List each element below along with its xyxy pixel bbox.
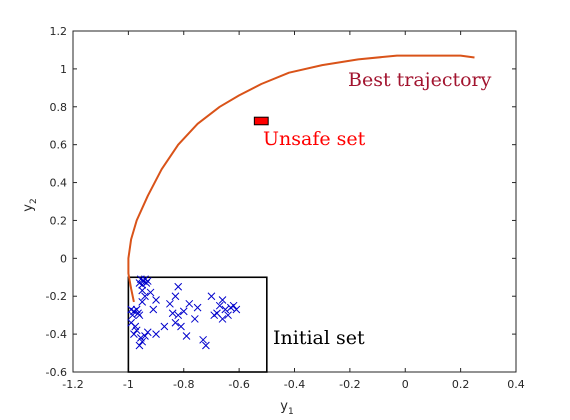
y-tick-label: 0.4 bbox=[50, 177, 68, 190]
sample-point-marker bbox=[152, 330, 160, 338]
sample-point-marker bbox=[182, 332, 191, 340]
initial-set-label: Initial set bbox=[273, 327, 365, 349]
sample-point-marker bbox=[215, 301, 224, 310]
y-tick-label: 1.2 bbox=[50, 25, 68, 38]
y-tick-label: 0.6 bbox=[50, 139, 68, 152]
y-tick-label: 1 bbox=[60, 63, 67, 76]
sample-point-marker bbox=[138, 298, 147, 306]
x-tick-label: -0.8 bbox=[173, 378, 194, 391]
sample-point-marker bbox=[138, 286, 147, 295]
sample-point-marker bbox=[232, 305, 241, 314]
sample-point-marker bbox=[190, 315, 199, 323]
sample-point-marker bbox=[221, 305, 230, 314]
sample-point-marker bbox=[177, 322, 185, 331]
unsafe-set-label: Unsafe set bbox=[263, 128, 366, 150]
sample-point-marker bbox=[143, 328, 152, 337]
y-axis-ticks: -0.6 -0.4 -0.2 0 0.2 0.4 0.6 0.8 1 1.2 bbox=[46, 25, 516, 379]
sample-point-marker bbox=[171, 292, 180, 301]
sample-point-marker bbox=[229, 301, 238, 310]
best-trajectory-line bbox=[127, 54, 475, 303]
sample-point-marker bbox=[149, 305, 158, 314]
y-tick-label: 0.8 bbox=[50, 101, 68, 114]
samples-layer bbox=[127, 275, 241, 350]
sample-point-marker bbox=[135, 311, 144, 320]
sample-point-marker bbox=[193, 303, 202, 312]
sample-point-marker bbox=[138, 337, 147, 346]
initial-set-layer bbox=[127, 276, 268, 373]
y-axis-label-sub: 2 bbox=[29, 198, 39, 204]
sample-point-marker bbox=[146, 288, 155, 297]
x-tick-label: -0.4 bbox=[284, 378, 305, 391]
sample-point-marker bbox=[174, 311, 183, 320]
sample-point-marker bbox=[171, 318, 180, 327]
x-tick-label: 0.4 bbox=[507, 378, 525, 391]
sample-point-marker bbox=[141, 332, 149, 340]
sample-point-marker bbox=[141, 292, 149, 301]
sample-point-marker bbox=[130, 330, 138, 338]
sample-point-marker bbox=[152, 296, 160, 304]
sample-point-marker bbox=[166, 299, 174, 308]
x-axis-label: y1 bbox=[280, 399, 293, 417]
y-tick-label: -0.4 bbox=[46, 328, 67, 341]
trajectory-layer bbox=[127, 54, 475, 303]
unsafe-set-layer bbox=[253, 116, 269, 126]
plot-area bbox=[72, 30, 517, 373]
sample-point-marker bbox=[224, 311, 232, 320]
sample-point-marker bbox=[132, 326, 141, 335]
sample-point-marker bbox=[168, 309, 177, 318]
x-axis-ticks: -1.2 -1 -0.8 -0.6 -0.4 -0.2 0 0.2 0.4 bbox=[62, 31, 525, 391]
y-tick-label: 0.2 bbox=[50, 214, 68, 227]
x-tick-label: 0 bbox=[402, 378, 409, 391]
sample-point-marker bbox=[179, 307, 188, 316]
sample-point-marker bbox=[143, 277, 152, 285]
x-tick-label: -0.6 bbox=[228, 378, 249, 391]
y-axis-label: y2 bbox=[21, 198, 39, 211]
sample-point-marker bbox=[202, 341, 210, 350]
sample-point-marker bbox=[218, 296, 227, 304]
x-tick-label: -1 bbox=[123, 378, 134, 391]
initial-set-box bbox=[127, 276, 268, 373]
y-tick-label: -0.6 bbox=[46, 366, 67, 379]
sample-point-marker bbox=[160, 322, 169, 331]
y-axis-label-main: y bbox=[21, 204, 36, 212]
x-tick-label: -1.2 bbox=[62, 378, 83, 391]
sample-point-marker bbox=[207, 292, 216, 301]
best-trajectory-label: Best trajectory bbox=[348, 69, 492, 91]
sample-point-marker bbox=[135, 341, 144, 350]
x-tick-label: -0.2 bbox=[339, 378, 360, 391]
y-tick-label: -0.2 bbox=[46, 290, 67, 303]
sample-point-marker bbox=[218, 315, 227, 323]
unsafe-set-box bbox=[253, 116, 269, 126]
sample-point-marker bbox=[174, 282, 183, 291]
sample-point-marker bbox=[199, 335, 207, 344]
y-tick-label: 0 bbox=[60, 252, 67, 265]
x-axis-label-sub: 1 bbox=[288, 407, 294, 417]
x-tick-label: 0.2 bbox=[452, 378, 470, 391]
sample-point-marker bbox=[185, 299, 194, 308]
x-axis-label-main: y bbox=[280, 399, 288, 414]
